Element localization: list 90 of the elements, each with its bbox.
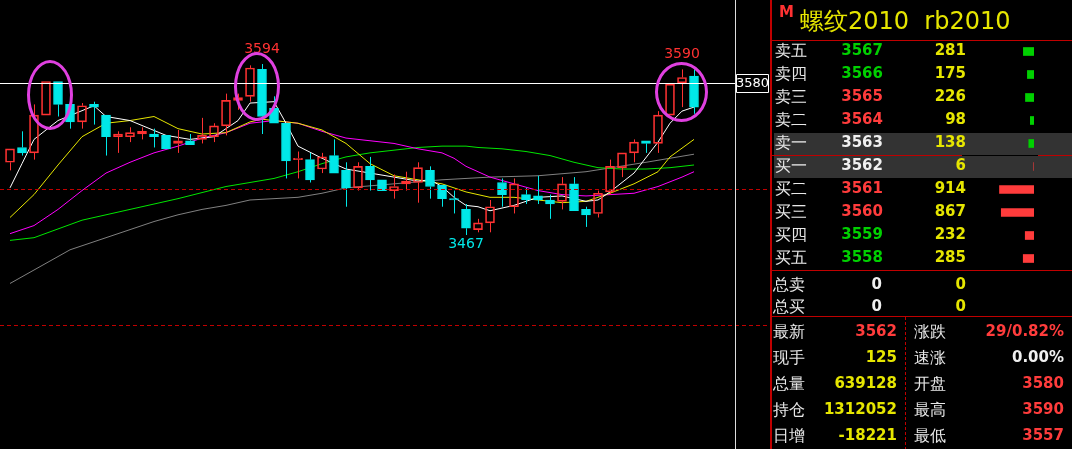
text: 总买 xyxy=(773,297,805,318)
text: 0.00% xyxy=(1011,348,1064,366)
bar xyxy=(1027,70,1034,79)
text: 涨跌 xyxy=(914,322,946,343)
y-tick-label: 买一 xyxy=(775,155,807,175)
candlestick xyxy=(161,135,171,150)
text: 3564 xyxy=(841,110,883,129)
candlestick xyxy=(689,68,699,115)
data-label: 281 xyxy=(934,41,966,60)
y-tick-label: 买四 xyxy=(775,224,807,244)
bar xyxy=(1022,254,1034,263)
y-tick-label: 卖五 xyxy=(775,40,807,60)
y-tick-label: 买五 xyxy=(775,247,807,267)
candlestick xyxy=(305,152,315,183)
candlestick xyxy=(293,151,303,179)
text: 3580 xyxy=(1022,374,1064,392)
text: 最新 xyxy=(773,322,805,343)
text: 持仓 xyxy=(773,400,805,421)
bar xyxy=(1023,47,1034,56)
candlestick xyxy=(341,161,351,208)
annotation: 3594 xyxy=(244,39,280,56)
text: 0 xyxy=(955,297,966,315)
y-tick-label: 卖一 xyxy=(775,132,807,152)
text: 125 xyxy=(865,348,897,366)
candlestick xyxy=(101,114,111,157)
text: 0 xyxy=(871,275,882,293)
candlestick xyxy=(185,133,195,146)
candlestick xyxy=(281,122,291,179)
text: 29/0.82% xyxy=(985,322,1064,340)
candlestick xyxy=(449,190,459,214)
y-tick-label: 卖三 xyxy=(775,86,807,106)
candlestick xyxy=(581,206,591,228)
data-label: 226 xyxy=(934,87,966,106)
data-label: 98 xyxy=(945,110,966,129)
y-tick-label: 卖四 xyxy=(775,63,807,83)
bar xyxy=(1029,116,1034,125)
text: M xyxy=(779,3,794,21)
candlestick xyxy=(53,81,63,118)
bar xyxy=(1025,93,1034,102)
text: 639128 xyxy=(834,374,897,392)
text: 1312052 xyxy=(823,400,897,418)
text: 最低 xyxy=(914,426,946,447)
text: 现手 xyxy=(773,348,805,369)
data-label: 914 xyxy=(934,179,966,198)
bar xyxy=(1028,139,1034,148)
y-tick-label: 买三 xyxy=(775,201,807,221)
bar xyxy=(1024,231,1034,240)
data-label: 138 xyxy=(934,133,966,152)
text: 3560 xyxy=(841,202,883,221)
candlestick xyxy=(569,176,579,212)
text: 总卖 xyxy=(773,275,805,296)
text: 0 xyxy=(955,275,966,293)
text: 3559 xyxy=(841,225,883,244)
text: 3562 xyxy=(855,322,897,340)
text: 3557 xyxy=(1022,426,1064,444)
text: 3562 xyxy=(841,156,883,175)
text: 3561 xyxy=(841,179,883,198)
ref-line-label: 3580 xyxy=(735,74,770,90)
bar xyxy=(1000,208,1034,217)
y-tick-label: 买二 xyxy=(775,178,807,198)
candlestick xyxy=(329,138,339,174)
text: 3590 xyxy=(1022,400,1064,418)
annotation: 3467 xyxy=(448,234,484,251)
text: 速涨 xyxy=(914,348,946,369)
text: 3565 xyxy=(841,87,883,106)
candlestick xyxy=(17,130,27,157)
annotation: 3590 xyxy=(664,45,700,62)
text: 最高 xyxy=(914,400,946,421)
data-label: 6 xyxy=(955,156,966,175)
candlestick xyxy=(365,156,375,192)
data-label: 232 xyxy=(934,225,966,244)
candlestick xyxy=(425,165,435,200)
text: 3558 xyxy=(841,248,883,267)
text: 开盘 xyxy=(914,374,946,395)
text: 3567 xyxy=(841,41,883,60)
y-tick-label: 卖二 xyxy=(775,109,807,129)
data-label: 175 xyxy=(934,64,966,83)
text: 总量 xyxy=(773,374,805,395)
text: 日增 xyxy=(773,426,805,447)
bar xyxy=(999,185,1034,194)
data-label: 285 xyxy=(934,248,966,267)
text: 3566 xyxy=(841,64,883,83)
chart-title: 螺纹2010 rb2010 xyxy=(800,6,1011,37)
text: 0 xyxy=(871,297,882,315)
text: -18221 xyxy=(838,426,897,444)
candlestick xyxy=(437,184,447,208)
data-label: 867 xyxy=(934,202,966,221)
candlestick xyxy=(461,203,471,236)
text: 3563 xyxy=(841,133,883,152)
candlestick xyxy=(521,187,531,205)
